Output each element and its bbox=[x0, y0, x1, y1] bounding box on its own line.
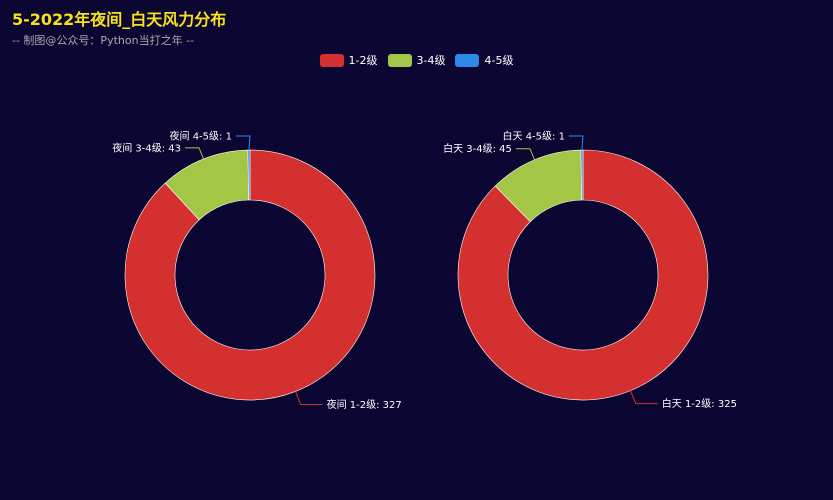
label-leader-line bbox=[630, 390, 658, 405]
legend-label: 4-5级 bbox=[484, 54, 514, 67]
legend-label: 1-2级 bbox=[348, 54, 378, 67]
slice-label: 白天 3-4级: 45 bbox=[443, 142, 512, 155]
slice-label: 夜间 4-5级: 1 bbox=[170, 130, 232, 143]
slice-label: 夜间 1-2级: 327 bbox=[327, 398, 402, 411]
pie-slice[interactable] bbox=[247, 149, 251, 201]
pie-slice[interactable] bbox=[580, 149, 584, 201]
legend-item-4-5[interactable]: 4-5级 bbox=[455, 52, 513, 68]
label-leader-line bbox=[568, 135, 584, 151]
chart-title: 5-2022年夜间_白天风力分布 bbox=[12, 10, 227, 29]
chart-subtitle: -- 制图@公众号：Python当打之年 -- bbox=[12, 34, 194, 47]
slice-label: 白天 4-5级: 1 bbox=[503, 130, 565, 143]
label-leader-line bbox=[295, 391, 323, 405]
pie-slice[interactable] bbox=[457, 149, 709, 401]
label-leader-line bbox=[235, 135, 251, 151]
legend-swatch bbox=[319, 53, 344, 67]
slice-label: 夜间 3-4级: 43 bbox=[112, 141, 181, 154]
legend-swatch bbox=[387, 53, 412, 67]
legend-item-1-2[interactable]: 1-2级 bbox=[319, 52, 378, 68]
legend-item-3-4[interactable]: 3-4级 bbox=[387, 52, 446, 68]
label-leader-line bbox=[515, 148, 536, 160]
label-leader-line bbox=[185, 147, 204, 160]
legend-label: 3-4级 bbox=[416, 54, 446, 67]
pie-slice[interactable] bbox=[124, 149, 376, 401]
legend-swatch bbox=[455, 53, 480, 67]
slice-label: 白天 1-2级: 325 bbox=[662, 397, 737, 410]
legend: 1-2级 3-4级 4-5级 bbox=[0, 52, 833, 68]
